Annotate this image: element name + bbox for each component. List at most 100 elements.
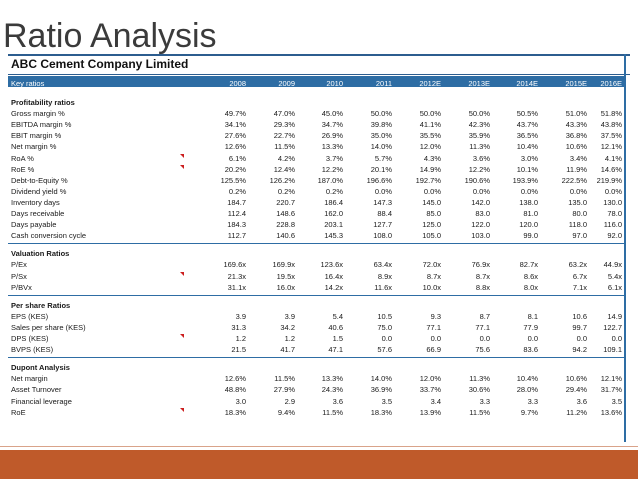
- table-row: P/BVx 31.1x 16.0x 14.2x 11.6x 10.0x 8.8x 8.0x 7.…: [8, 282, 624, 293]
- cell-value: 118.0: [568, 220, 587, 230]
- cell-value: 42.3%: [468, 120, 490, 130]
- cell-value: 0.2%: [325, 186, 343, 196]
- table-row: Debt-to-Equity % 125.5% 126.2% 187.0% 196.6%…: [8, 175, 624, 186]
- cell-value: 22.7%: [273, 131, 295, 141]
- cell-value: 6.7x: [572, 271, 587, 281]
- table-row: EBITDA margin % 34.1% 29.3% 34.7% 39.8% 41.1%…: [8, 119, 624, 130]
- cell-value: 6.1%: [228, 153, 246, 163]
- cell-value: 3.6: [332, 396, 343, 406]
- cell-value: 3.5: [611, 396, 622, 406]
- page-title: Ratio Analysis: [3, 17, 217, 55]
- cell-value: 31.7%: [600, 385, 622, 395]
- cell-value: 122.0: [471, 220, 490, 230]
- cell-value: 9.7%: [520, 407, 538, 417]
- section-heading: Profitability ratios: [8, 97, 624, 108]
- cell-value: 77.9: [523, 322, 538, 332]
- row-label: Dividend yield %: [11, 186, 67, 196]
- comment-marker-icon[interactable]: [180, 407, 184, 412]
- cell-value: 12.6%: [224, 142, 246, 152]
- cell-value: 5.4: [332, 311, 343, 321]
- cell-value: 44.9x: [603, 260, 622, 270]
- cell-value: 80.0: [572, 209, 587, 218]
- row-label: Gross margin %: [11, 109, 65, 119]
- cell-value: 184.3: [227, 220, 246, 230]
- section-divider: [8, 294, 624, 296]
- table-row: P/Ex 169.6x 169.9x 123.6x 63.4x 72.0x 76.9x 82.…: [8, 259, 624, 270]
- cell-value: 5.4x: [607, 271, 622, 281]
- comment-marker-icon[interactable]: [180, 334, 184, 338]
- cell-value: 0.0%: [374, 186, 392, 196]
- header-year: 2008: [229, 79, 246, 88]
- cell-value: 36.8%: [565, 131, 587, 141]
- cell-value: 14.0%: [370, 374, 392, 384]
- cell-value: 12.1%: [600, 142, 622, 152]
- cell-value: 39.8%: [370, 120, 392, 130]
- cell-value: 11.5%: [274, 142, 295, 152]
- row-label: Inventory days: [11, 197, 60, 207]
- cell-value: 130.0: [603, 197, 622, 207]
- cell-value: 21.5: [231, 345, 246, 355]
- cell-value: 228.8: [276, 220, 295, 230]
- cell-value: 35.5%: [419, 131, 441, 141]
- cell-value: 196.6%: [366, 175, 392, 185]
- table-row: BVPS (KES) 21.5 41.7 47.1 57.6 66.9 75.6 83.6 94…: [8, 344, 624, 355]
- cell-value: 50.0%: [370, 109, 392, 119]
- cell-value: 0.0%: [472, 186, 490, 196]
- comment-marker-icon[interactable]: [180, 164, 184, 169]
- cell-value: 12.0%: [419, 374, 441, 384]
- right-border: [624, 54, 626, 442]
- table-row: Gross margin % 49.7% 47.0% 45.0% 50.0% 50.0% 5…: [8, 108, 624, 119]
- cell-value: 83.6: [523, 345, 538, 355]
- cell-value: 45.0%: [321, 109, 343, 119]
- header-year: 2014E: [516, 79, 538, 88]
- cell-value: 3.3: [479, 396, 490, 406]
- cell-value: 0.0: [479, 334, 490, 343]
- cell-value: 94.2: [572, 345, 587, 355]
- cell-value: 123.6x: [320, 260, 343, 270]
- cell-value: 8.7: [479, 311, 490, 321]
- cell-value: 10.5: [377, 311, 392, 321]
- cell-value: 75.6: [475, 345, 490, 355]
- cell-value: 77.1: [475, 322, 490, 332]
- cell-value: 219.9%: [596, 175, 622, 185]
- cell-value: 203.1: [324, 220, 343, 230]
- company-bar: ABC Cement Company Limited: [8, 54, 630, 75]
- cell-value: 50.5%: [516, 109, 538, 119]
- cell-value: 28.0%: [516, 385, 538, 395]
- cell-value: 112.4: [227, 209, 246, 218]
- cell-value: 20.1%: [370, 164, 392, 174]
- row-label: Net margin: [11, 374, 48, 384]
- cell-value: 8.0x: [523, 282, 538, 292]
- cell-value: 222.5%: [561, 175, 587, 185]
- cell-value: 14.9%: [419, 164, 441, 174]
- table-row: RoA % 6.1% 4.2% 3.7% 5.7% 4.3% 3.6% 3.0% 3.4% 4.1…: [8, 153, 624, 164]
- header-label: Key ratios: [11, 79, 45, 88]
- comment-marker-icon[interactable]: [180, 153, 184, 158]
- cell-value: 12.1%: [600, 374, 622, 384]
- cell-value: 1.2: [235, 334, 246, 343]
- row-label: Cash conversion cycle: [11, 231, 87, 241]
- cell-value: 12.4%: [273, 164, 295, 174]
- cell-value: 145.0: [422, 197, 441, 207]
- cell-value: 77.1: [426, 322, 441, 332]
- cell-value: 20.2%: [224, 164, 246, 174]
- cell-value: 187.0%: [317, 175, 343, 185]
- cell-value: 33.7%: [419, 385, 441, 395]
- table-row: P/Sx 21.3x 19.5x 16.4x 8.9x 8.7x 8.7x 8.6x 6.7x 5…: [8, 271, 624, 282]
- cell-value: 34.2: [280, 322, 295, 332]
- cell-value: 0.0%: [423, 186, 441, 196]
- cell-value: 63.4x: [373, 260, 392, 270]
- table-row: RoE % 20.2% 12.4% 12.2% 20.1% 14.9% 12.2% 10.1%…: [8, 164, 624, 175]
- cell-value: 147.3: [373, 197, 392, 207]
- cell-value: 18.3%: [224, 407, 246, 417]
- cell-value: 3.5: [381, 396, 392, 406]
- cell-value: 83.0: [475, 209, 490, 218]
- comment-marker-icon[interactable]: [180, 271, 184, 276]
- table-row: Asset Turnover 48.8% 27.9% 24.3% 36.9% 33.7% 3…: [8, 384, 624, 395]
- cell-value: 11.5%: [274, 374, 295, 384]
- cell-value: 186.4: [324, 197, 343, 207]
- table-row: RoE 18.3% 9.4% 11.5% 18.3% 13.9% 11.5% 9.7% 11.2…: [8, 407, 624, 418]
- cell-value: 190.6%: [464, 175, 490, 185]
- cell-value: 88.4: [377, 209, 392, 218]
- cell-value: 13.9%: [419, 407, 441, 417]
